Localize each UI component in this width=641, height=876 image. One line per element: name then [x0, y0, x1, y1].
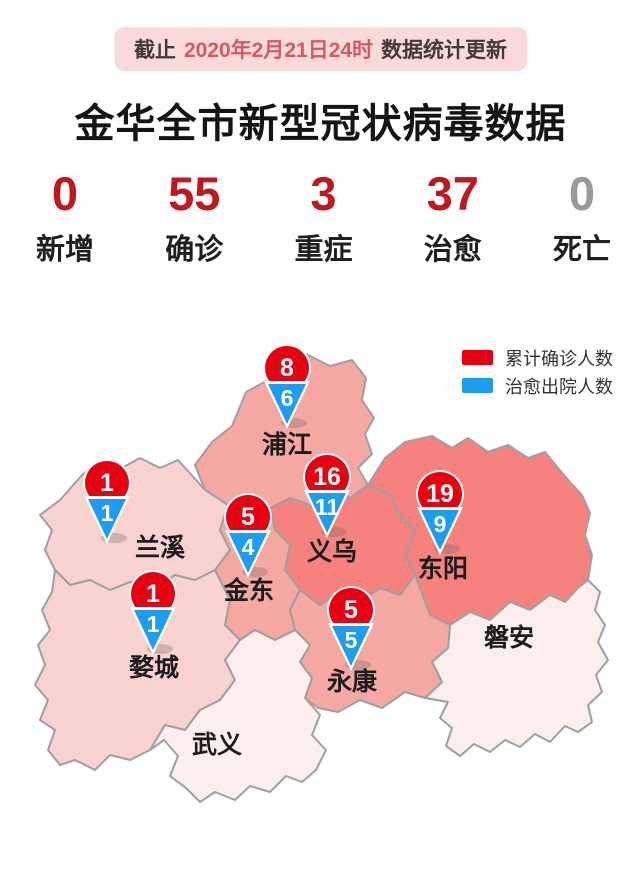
pin-cured-triangle: [308, 493, 346, 533]
pin-confirmed-bubble: [226, 495, 270, 539]
map-pin-pujiang: 8 6: [261, 344, 313, 430]
banner-suffix: 数据统计更新: [381, 39, 508, 62]
map-pin-yongkang: 5 5: [325, 586, 377, 672]
stat-new-label: 新增: [35, 233, 94, 266]
region-label-dongyang: 东阳: [417, 555, 469, 583]
map-pin-lanxi: 1 1: [81, 459, 133, 545]
pin-cured-count: 4: [242, 534, 255, 560]
pin-confirmed-bubble: [85, 461, 129, 505]
pin-cured-triangle: [229, 533, 267, 573]
stat-cured-label: 治愈: [423, 233, 482, 266]
region-label-panan: 磐安: [483, 624, 535, 652]
page-title: 金华全市新型冠状病毒数据: [74, 102, 567, 146]
confirmed-swatch-icon: [462, 350, 493, 365]
pin-confirmed-bubble: [305, 455, 349, 499]
pin-confirmed-bubble: [418, 472, 462, 516]
region-wuyi: [149, 629, 327, 803]
region-label-yongkang: 永康: [326, 668, 378, 696]
stats-row: 0 新增 55 确诊 3 重症 37 治愈 0 死亡: [34, 168, 613, 268]
legend-confirmed-label: 累计确诊人数: [505, 348, 613, 369]
legend-cured-label: 治愈出院人数: [505, 376, 613, 397]
jinhua-map: 累计确诊人数 治愈出院人数 8 6: [0, 330, 641, 830]
pin-confirmed-bubble: [131, 572, 175, 616]
pin-cured-count: 6: [281, 385, 294, 411]
stat-confirmed-label: 确诊: [165, 233, 224, 266]
legend-row-confirmed: 累计确诊人数: [462, 345, 613, 370]
pin-confirmed-count: 5: [241, 503, 255, 531]
region-label-yiwu: 义乌: [306, 538, 358, 566]
pin-confirmed-bubble: [265, 346, 309, 390]
stat-deaths: 0 死亡: [551, 168, 613, 268]
banner-prefix: 截止: [133, 39, 176, 62]
stat-confirmed-value: 55: [168, 167, 221, 220]
stat-new-value: 0: [51, 167, 79, 220]
map-pin-wucheng: 1 1: [127, 570, 179, 656]
pin-cured-count: 5: [345, 627, 358, 653]
region-label-jindong: 金东: [223, 577, 275, 605]
pin-cured-count: 11: [315, 494, 340, 520]
pin-cured-triangle: [88, 499, 126, 539]
update-banner: 截止 2020年2月21日24时 数据统计更新: [113, 27, 528, 71]
cured-swatch-icon: [462, 378, 493, 393]
region-label-lanxi: 兰溪: [134, 534, 186, 562]
pin-confirmed-count: 5: [344, 596, 358, 624]
pin-cured-triangle: [268, 384, 306, 424]
pin-cured-count: 1: [101, 500, 114, 526]
map-pin-dongyang: 19 9: [414, 470, 466, 556]
map-legend: 累计确诊人数 治愈出院人数: [462, 345, 613, 401]
pin-confirmed-bubble: [329, 588, 373, 632]
pin-confirmed-count: 8: [280, 354, 294, 382]
stat-severe-value: 3: [310, 167, 337, 220]
stat-new: 0 新增: [34, 168, 96, 268]
region-panan: [424, 579, 609, 757]
jinhua-map-regions: [34, 353, 609, 803]
pin-cured-count: 1: [147, 611, 160, 637]
stat-severe: 3 重症: [293, 168, 355, 268]
map-pin-jindong: 5 4: [222, 493, 274, 579]
pin-cured-triangle: [134, 610, 172, 650]
legend-row-cured: 治愈出院人数: [462, 373, 613, 398]
region-label-wucheng: 婺城: [128, 654, 180, 682]
region-label-wuyi: 武义: [191, 731, 243, 759]
stat-severe-label: 重症: [294, 233, 353, 266]
pin-confirmed-count: 1: [100, 469, 114, 497]
region-label-pujiang: 浦江: [261, 431, 313, 459]
pin-confirmed-count: 19: [426, 480, 454, 508]
pin-confirmed-count: 1: [146, 580, 160, 608]
stat-deaths-value: 0: [568, 167, 596, 220]
pin-cured-triangle: [421, 510, 459, 550]
pin-cured-triangle: [332, 626, 370, 666]
stat-deaths-label: 死亡: [552, 233, 611, 266]
pin-confirmed-count: 16: [313, 463, 341, 491]
pin-cured-count: 9: [434, 511, 447, 537]
stat-cured: 37 治愈: [422, 168, 484, 268]
banner-date: 2020年2月21日24时: [183, 39, 374, 62]
stat-cured-value: 37: [426, 167, 479, 220]
stat-confirmed: 55 确诊: [163, 168, 225, 268]
map-pin-yiwu: 16 11: [301, 453, 353, 539]
